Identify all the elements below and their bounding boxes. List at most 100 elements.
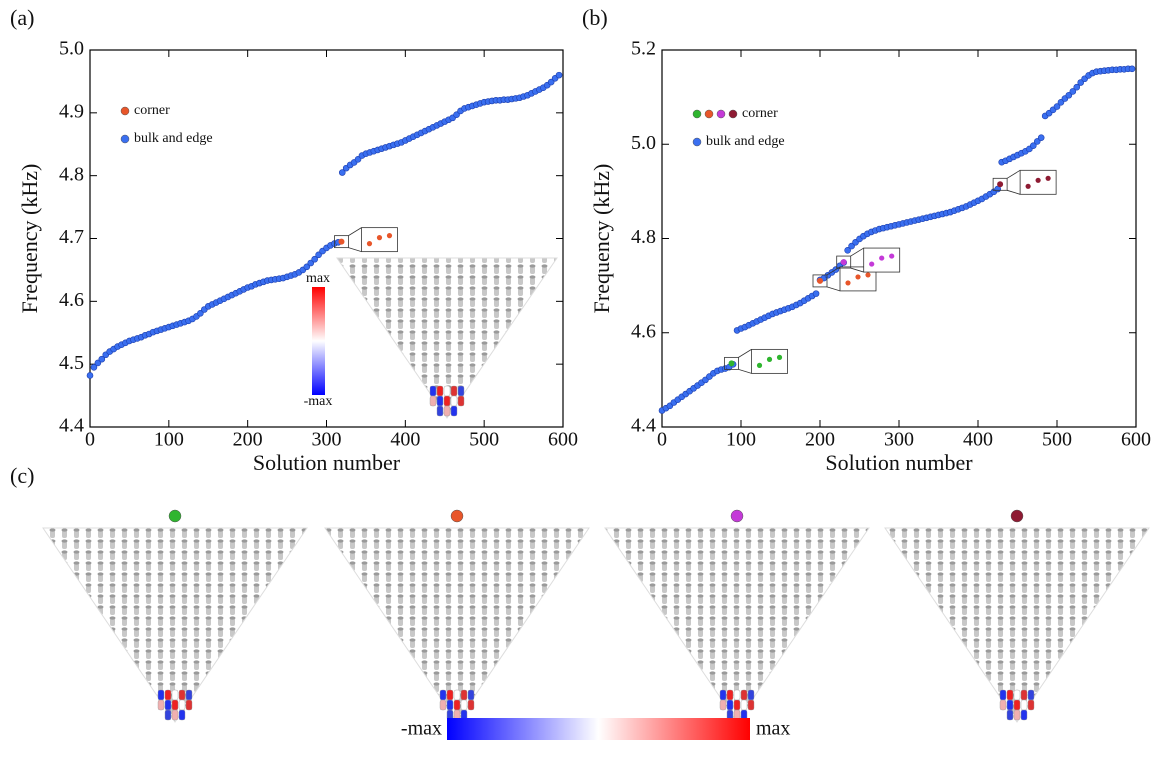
x-tick-label: 300 [884, 429, 914, 451]
field-pin [437, 406, 443, 416]
field-pin [451, 396, 457, 406]
x-tick-label: 600 [548, 429, 578, 451]
x-tick-label: 100 [726, 429, 756, 451]
data-point [338, 239, 344, 245]
field-pin [444, 406, 450, 416]
y-tick-label: 4.9 [59, 100, 84, 122]
field-pin [1021, 700, 1027, 710]
y-tick-label: 4.7 [59, 226, 84, 248]
legend-label: corner [134, 103, 170, 118]
zoom-dot [889, 253, 894, 258]
structure-image [325, 528, 589, 722]
x-tick-label: 300 [312, 429, 342, 451]
zoom-dot [865, 272, 870, 277]
zoom-line [1007, 190, 1020, 194]
legend-label: corner [742, 106, 778, 121]
field-pin [1014, 690, 1020, 700]
zoom-dot [1046, 176, 1051, 181]
y-axis-label: Frequency (kHz) [17, 164, 42, 314]
field-pin [165, 700, 171, 710]
plot-frame [662, 50, 1136, 427]
y-tick-label: 4.6 [59, 289, 84, 311]
y-tick-label: 4.8 [631, 226, 656, 248]
y-tick-label: 5.0 [59, 38, 84, 60]
zoom-dot [387, 233, 392, 238]
field-pin [1028, 700, 1034, 710]
y-tick-label: 4.8 [59, 163, 84, 185]
panel-label: (c) [10, 463, 34, 488]
field-pin [741, 700, 747, 710]
mode-indicator [731, 510, 743, 522]
legend-label: bulk and edge [134, 131, 213, 146]
y-tick-label: 5.2 [631, 38, 656, 60]
field-pin [165, 690, 171, 700]
x-tick-label: 200 [805, 429, 835, 451]
colorbar [312, 287, 325, 395]
field-pin [1014, 700, 1020, 710]
zoom-dot [377, 235, 382, 240]
legend-marker [121, 135, 129, 143]
field-pin [458, 386, 464, 396]
field-pin [179, 690, 185, 700]
field-pin [451, 406, 457, 416]
x-axis-label: Solution number [253, 450, 401, 475]
x-axis-label: Solution number [825, 450, 973, 475]
zoom-dot [879, 255, 884, 260]
field-pin [430, 386, 436, 396]
field-pin [1000, 690, 1006, 700]
field-pin [1007, 710, 1013, 720]
field-pin [179, 700, 185, 710]
data-point [817, 278, 823, 284]
y-tick-label: 4.6 [631, 320, 656, 342]
field-pin [1000, 700, 1006, 710]
field-pin [440, 700, 446, 710]
field-pin [461, 690, 467, 700]
zoom-dot [757, 363, 762, 368]
structure-image [885, 528, 1149, 722]
field-pin [437, 396, 443, 406]
field-pin [734, 700, 740, 710]
field-pin [165, 710, 171, 720]
zoom-line [851, 248, 864, 256]
zoom-dot [777, 355, 782, 360]
legend-label: bulk and edge [706, 134, 785, 149]
field-pin [734, 690, 740, 700]
mode-indicator [169, 510, 181, 522]
field-pin [1028, 690, 1034, 700]
field-pin [727, 700, 733, 710]
field-pin [741, 690, 747, 700]
mode-indicator [1011, 510, 1023, 522]
y-tick-label: 5.0 [631, 132, 656, 154]
colorbar [447, 718, 750, 740]
colorbar-min-label: -max [304, 394, 333, 409]
zoom-dot [1036, 178, 1041, 183]
data-point [729, 360, 735, 366]
field-pin [454, 700, 460, 710]
field-pin [468, 700, 474, 710]
y-tick-label: 4.4 [59, 415, 84, 437]
field-pin [1007, 700, 1013, 710]
zoom-dot [845, 280, 850, 285]
field-pin [447, 690, 453, 700]
legend-marker [121, 107, 129, 115]
y-tick-label: 4.4 [631, 415, 656, 437]
y-axis-label: Frequency (kHz) [589, 164, 614, 314]
legend-marker [705, 110, 713, 118]
x-tick-label: 400 [390, 429, 420, 451]
field-pin [158, 700, 164, 710]
zoom-dot [869, 261, 874, 266]
panel-label: (a) [10, 5, 34, 30]
field-pin [1007, 690, 1013, 700]
field-pin [468, 690, 474, 700]
zoom-line [348, 248, 361, 252]
field-pin [437, 386, 443, 396]
structure-image [605, 528, 869, 722]
zoom-dot [367, 241, 372, 246]
x-tick-label: 200 [233, 429, 263, 451]
zoom-line [739, 349, 752, 357]
zoom-line [827, 287, 840, 291]
field-pin [720, 700, 726, 710]
legend-marker [717, 110, 725, 118]
field-pin [748, 690, 754, 700]
data-point [556, 72, 562, 78]
